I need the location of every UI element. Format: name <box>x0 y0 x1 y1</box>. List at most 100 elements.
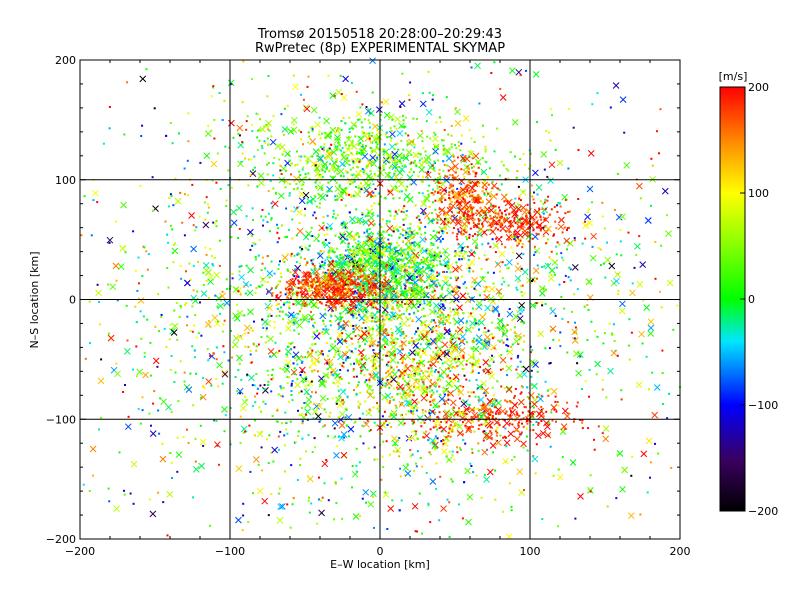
scatter-point <box>418 244 421 247</box>
scatter-point <box>395 439 398 442</box>
scatter-point <box>488 407 491 410</box>
scatter-point <box>439 175 442 178</box>
scatter-point <box>357 293 360 296</box>
scatter-point <box>395 294 398 297</box>
scatter-point <box>176 338 179 341</box>
scatter-point <box>397 361 399 364</box>
scatter-point <box>297 409 299 412</box>
scatter-point <box>279 280 281 283</box>
scatter-point <box>422 213 425 216</box>
scatter-point <box>382 466 385 469</box>
scatter-point <box>267 380 270 383</box>
scatter-cross <box>308 313 315 321</box>
scatter-cross <box>449 297 456 304</box>
scatter-point <box>399 475 402 478</box>
scatter-point <box>414 259 417 261</box>
scatter-point <box>308 177 311 180</box>
scatter-cross <box>356 305 363 313</box>
scatter-point <box>223 430 226 433</box>
scatter-point <box>445 315 447 318</box>
scatter-point <box>502 333 505 336</box>
scatter-point <box>541 266 544 268</box>
scatter-point <box>601 432 604 435</box>
scatter-point <box>400 259 403 262</box>
scatter-point <box>403 288 406 291</box>
scatter-point <box>382 285 385 288</box>
scatter-point <box>419 274 422 277</box>
scatter-point <box>256 387 259 390</box>
scatter-point <box>496 216 499 219</box>
scatter-point <box>313 265 316 267</box>
scatter-point <box>340 291 343 294</box>
scatter-point <box>434 190 437 193</box>
scatter-point <box>397 369 400 372</box>
scatter-point <box>525 435 528 438</box>
scatter-point <box>264 215 267 218</box>
scatter-point <box>329 320 332 322</box>
scatter-point <box>430 244 433 247</box>
scatter-point <box>389 297 392 300</box>
scatter-point <box>473 165 475 168</box>
scatter-point <box>363 269 365 272</box>
scatter-point <box>500 283 503 286</box>
scatter-point <box>302 183 304 186</box>
scatter-point <box>334 217 337 220</box>
scatter-point <box>447 267 450 270</box>
scatter-point <box>351 139 354 142</box>
scatter-point <box>365 302 368 305</box>
scatter-point <box>344 416 347 419</box>
scatter-point <box>574 331 577 334</box>
scatter-point <box>279 367 282 370</box>
scatter-point <box>374 296 377 299</box>
scatter-point <box>563 281 566 283</box>
scatter-point <box>207 203 210 206</box>
scatter-point <box>334 309 337 312</box>
scatter-point <box>447 169 450 172</box>
scatter-point <box>466 292 469 295</box>
scatter-cross <box>365 231 373 238</box>
scatter-cross <box>313 290 321 298</box>
scatter-cross <box>453 318 461 326</box>
scatter-point <box>462 400 465 403</box>
scatter-point <box>183 371 186 374</box>
scatter-point <box>405 303 408 306</box>
scatter-point <box>424 231 427 234</box>
scatter-cross <box>442 209 450 217</box>
scatter-point <box>468 379 471 382</box>
scatter-point <box>212 86 215 89</box>
scatter-point <box>477 166 480 169</box>
scatter-point <box>283 180 286 183</box>
scatter-point <box>418 380 420 383</box>
scatter-cross <box>455 219 462 227</box>
scatter-point <box>360 282 363 285</box>
scatter-point <box>516 262 519 265</box>
scatter-point <box>498 424 501 427</box>
scatter-point <box>410 410 412 413</box>
scatter-point <box>378 148 381 151</box>
scatter-point <box>286 235 288 238</box>
scatter-point <box>414 353 417 356</box>
scatter-point <box>257 463 260 466</box>
scatter-point <box>638 235 641 238</box>
scatter-point <box>514 331 516 334</box>
scatter-point <box>340 286 343 289</box>
scatter-point <box>558 243 561 246</box>
scatter-point <box>498 219 501 222</box>
scatter-point <box>395 187 398 190</box>
scatter-point <box>249 470 252 473</box>
scatter-cross <box>532 267 540 274</box>
scatter-point <box>602 342 605 345</box>
scatter-point <box>421 247 424 249</box>
scatter-point <box>483 473 486 476</box>
scatter-point <box>285 207 288 210</box>
scatter-point <box>346 346 349 349</box>
scatter-point <box>420 421 423 424</box>
scatter-point <box>321 227 324 230</box>
scatter-point <box>461 249 463 252</box>
scatter-point <box>415 165 418 168</box>
scatter-point <box>501 215 503 218</box>
scatter-point <box>434 435 437 438</box>
scatter-point <box>211 263 214 266</box>
scatter-point <box>470 415 473 418</box>
scatter-cross <box>290 312 298 320</box>
